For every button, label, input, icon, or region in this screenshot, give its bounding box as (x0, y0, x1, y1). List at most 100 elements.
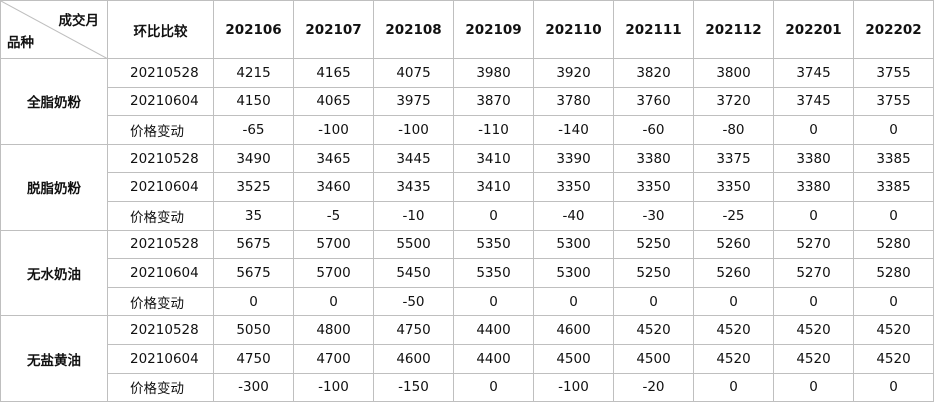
value-cell: 3800 (693, 58, 774, 88)
value-cell: 5450 (373, 258, 454, 288)
value-cell: 4750 (373, 315, 454, 345)
row-label: 20210604 (107, 258, 214, 288)
value-cell: 0 (773, 372, 854, 402)
row-label: 20210604 (107, 86, 214, 117)
value-cell: 3820 (613, 58, 694, 88)
value-cell: -65 (213, 115, 294, 145)
data-row: 价格变动 -300 -100 -150 0 -100 -20 0 0 0 (1, 372, 934, 402)
table-body: 全脂奶粉 20210528 4215 4165 4075 3980 3920 3820 3800… (0, 58, 934, 402)
value-cell: 3780 (533, 86, 614, 117)
month-header: 202201 (773, 0, 854, 59)
value-cell: 0 (453, 200, 534, 231)
value-cell: 4750 (213, 343, 294, 374)
value-cell: 0 (533, 286, 614, 317)
value-cell: 4520 (853, 343, 934, 374)
value-cell: 3465 (293, 143, 374, 174)
value-cell: 3435 (373, 172, 454, 202)
product-cell: 无盐黄油 (0, 315, 108, 402)
data-row: 价格变动 35 -5 -10 0 -40 -30 -25 0 0 (1, 200, 934, 231)
value-cell: 3760 (613, 86, 694, 117)
value-cell: 3975 (373, 86, 454, 117)
value-cell: 3350 (533, 172, 614, 202)
value-cell: 0 (853, 200, 934, 231)
corner-bottom: 品种 (7, 35, 34, 51)
data-row: 全脂奶粉 20210528 4215 4165 4075 3980 3920 3820 3800… (0, 58, 934, 145)
value-cell: -80 (693, 115, 774, 145)
month-header: 202108 (373, 0, 454, 59)
value-cell: 3385 (853, 143, 934, 174)
value-cell: 4165 (293, 58, 374, 88)
value-cell: 4520 (693, 315, 774, 345)
month-header: 202107 (293, 0, 374, 59)
value-cell: 4500 (613, 343, 694, 374)
value-cell: 5270 (773, 229, 854, 260)
value-cell: -20 (613, 372, 694, 402)
value-cell: 4150 (213, 86, 294, 117)
value-cell: 0 (613, 286, 694, 317)
row-label: 20210528 (107, 58, 214, 88)
value-cell: 3745 (773, 58, 854, 88)
value-cell: 3410 (453, 172, 534, 202)
value-cell: 3745 (773, 86, 854, 117)
header-row: 成交月 品种 环比比较 202106 202107 202108 202109 2021… (0, 0, 934, 59)
value-cell: 3380 (773, 172, 854, 202)
value-cell: 3385 (853, 172, 934, 202)
value-cell: 5260 (693, 229, 774, 260)
value-cell: 5350 (453, 258, 534, 288)
value-cell: 0 (293, 286, 374, 317)
value-cell: 35 (213, 200, 294, 231)
value-cell: 5300 (533, 229, 614, 260)
corner-top: 成交月 (58, 13, 100, 29)
value-cell: 3350 (693, 172, 774, 202)
data-row: 20210604 5675 5700 5450 5350 5300 5250 5260 5270… (1, 258, 934, 288)
value-cell: 4500 (533, 343, 614, 374)
month-header: 202106 (213, 0, 294, 59)
value-cell: 4075 (373, 58, 454, 88)
data-row: 20210604 4150 4065 3975 3870 3780 3760 3720 3745… (1, 86, 934, 117)
value-cell: 3980 (453, 58, 534, 88)
value-cell: 4520 (693, 343, 774, 374)
value-cell: 5700 (293, 229, 374, 260)
value-cell: 4600 (533, 315, 614, 345)
value-cell: -100 (293, 372, 374, 402)
value-cell: 0 (853, 286, 934, 317)
row-label: 20210604 (107, 172, 214, 202)
value-cell: 0 (453, 372, 534, 402)
value-cell: -50 (373, 286, 454, 317)
value-cell: 3755 (853, 86, 934, 117)
value-cell: 5270 (773, 258, 854, 288)
data-row: 价格变动 -65 -100 -100 -110 -140 -60 -80 0 0 (1, 115, 934, 145)
value-cell: 4400 (453, 343, 534, 374)
row-label: 20210528 (107, 315, 214, 345)
value-cell: 3350 (613, 172, 694, 202)
value-cell: 3870 (453, 86, 534, 117)
value-cell: 4215 (213, 58, 294, 88)
value-cell: 0 (693, 372, 774, 402)
data-row: 脱脂奶粉 20210528 3490 3465 3445 3410 3390 3380 3375… (0, 143, 934, 231)
value-cell: -300 (213, 372, 294, 402)
data-row: 无盐黄油 20210528 5050 4800 4750 4400 4600 4520 4520… (0, 315, 934, 402)
value-cell: -10 (373, 200, 454, 231)
value-cell: 3755 (853, 58, 934, 88)
value-cell: 0 (453, 286, 534, 317)
value-cell: 3920 (533, 58, 614, 88)
month-header: 202109 (453, 0, 534, 59)
value-cell: 0 (773, 286, 854, 317)
value-cell: 0 (213, 286, 294, 317)
value-cell: 5675 (213, 229, 294, 260)
value-cell: 4600 (373, 343, 454, 374)
value-cell: 4700 (293, 343, 374, 374)
value-cell: 5350 (453, 229, 534, 260)
value-cell: -100 (293, 115, 374, 145)
value-cell: -110 (453, 115, 534, 145)
value-cell: 4520 (773, 315, 854, 345)
value-cell: 4520 (773, 343, 854, 374)
value-cell: 3375 (693, 143, 774, 174)
row-label: 价格变动 (107, 115, 214, 145)
value-cell: 5260 (693, 258, 774, 288)
value-cell: 5280 (853, 229, 934, 260)
value-cell: 4400 (453, 315, 534, 345)
value-cell: 3410 (453, 143, 534, 174)
